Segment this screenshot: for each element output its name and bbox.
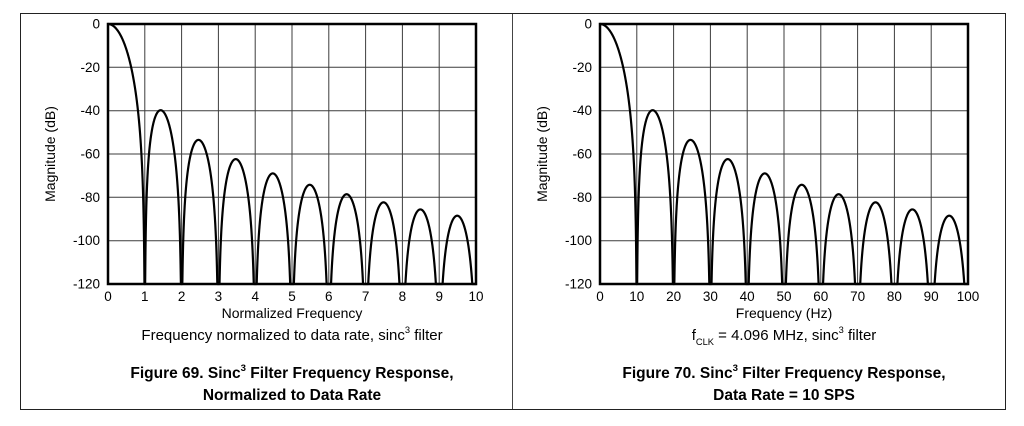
y-tick-label: -100 (565, 233, 592, 248)
condition-text: = 4.096 MHz, sinc (713, 327, 839, 344)
x-axis-label: Frequency (Hz) (736, 305, 832, 321)
x-tick-label: 10 (468, 289, 483, 304)
x-tick-label: 0 (104, 289, 112, 304)
x-tick-label: 0 (596, 289, 604, 304)
x-tick-label: 80 (887, 289, 902, 304)
figure-70-chart: 0 10 20 30 40 50 60 70 80 90 100 0 -20 -40 -60 -80 -100 -… (534, 17, 980, 322)
y-tick-label: -60 (572, 147, 592, 162)
fclk-symbol: f (691, 327, 696, 344)
y-tick-label: -20 (572, 60, 592, 75)
x-tick-label: 8 (399, 289, 407, 304)
y-tick-label: -80 (572, 190, 592, 205)
x-tick-label: 6 (325, 289, 333, 304)
figure-69-title-line2: Normalized to Data Rate (202, 387, 382, 405)
x-tick-label: 70 (850, 289, 865, 304)
y-axis-label: Magnitude (dB) (534, 106, 550, 202)
figure-69-title: Figure 69. Sinc3 Filter Frequency Respon… (108, 359, 476, 407)
superscript-3: 3 (838, 325, 844, 336)
figure-69-title-line1: Figure 69. Sinc3 Filter Frequency Respon… (130, 363, 454, 383)
x-tick-label: 40 (740, 289, 755, 304)
panel-divider (512, 14, 513, 409)
fclk-subscript: CLK (695, 337, 714, 348)
x-tick-label: 10 (629, 289, 644, 304)
x-tick-label: 9 (435, 289, 443, 304)
x-tick-label: 60 (813, 289, 828, 304)
y-tick-label: -20 (80, 60, 100, 75)
x-tick-label: 4 (251, 289, 259, 304)
x-tick-label: 50 (776, 289, 791, 304)
y-tick-label: -80 (80, 190, 100, 205)
superscript-3: 3 (732, 363, 738, 375)
figure-70-panel: 0 10 20 30 40 50 60 70 80 90 100 0 -20 -40 -60 -80 -100 -… (513, 14, 1004, 409)
y-tick-label: -60 (80, 147, 100, 162)
figure-70-title-line2: Data Rate = 10 SPS (713, 387, 855, 405)
condition-text: Frequency normalized to data rate, sinc (141, 327, 405, 344)
x-tick-label: 2 (178, 289, 186, 304)
x-tick-label: 30 (703, 289, 718, 304)
y-tick-label: -40 (572, 103, 592, 118)
y-tick-label: -120 (73, 277, 100, 292)
y-tick-label: -40 (80, 103, 100, 118)
y-tick-label: -120 (565, 277, 592, 292)
x-axis-label: Normalized Frequency (222, 305, 363, 321)
condition-text-end: filter (843, 327, 877, 344)
y-tick-label: -100 (73, 233, 100, 248)
x-tick-label: 100 (957, 289, 980, 304)
condition-text-end: filter (410, 327, 443, 344)
x-tick-label: 90 (924, 289, 939, 304)
x-tick-label: 1 (141, 289, 149, 304)
figure-70-title: Figure 70. Sinc3 Filter Frequency Respon… (600, 359, 968, 407)
x-tick-label: 20 (666, 289, 681, 304)
figure-70-condition: fCLK = 4.096 MHz, sinc3 filter (600, 325, 968, 348)
y-tick-label: 0 (92, 17, 100, 32)
figure-69-chart: 0 1 2 3 4 5 6 7 8 9 10 0 -20 -40 -60 -80 -100 -120 Normali… (42, 17, 484, 322)
plot-border (598, 22, 970, 286)
x-tick-label: 3 (215, 289, 223, 304)
figure-69-panel: 0 1 2 3 4 5 6 7 8 9 10 0 -20 -40 -60 -80 -100 -120 Normali… (21, 14, 512, 409)
figure-pair-frame: 0 1 2 3 4 5 6 7 8 9 10 0 -20 -40 -60 -80 -100 -120 Normali… (20, 13, 1006, 410)
x-tick-label: 7 (362, 289, 370, 304)
figure-70-title-line1: Figure 70. Sinc3 Filter Frequency Respon… (622, 363, 946, 383)
superscript-3: 3 (404, 325, 411, 336)
superscript-3: 3 (240, 363, 246, 375)
plot-border (106, 22, 478, 286)
y-tick-label: 0 (584, 17, 592, 32)
figure-69-condition: Frequency normalized to data rate, sinc3… (108, 325, 476, 344)
x-tick-label: 5 (288, 289, 296, 304)
y-axis-label: Magnitude (dB) (42, 106, 58, 202)
